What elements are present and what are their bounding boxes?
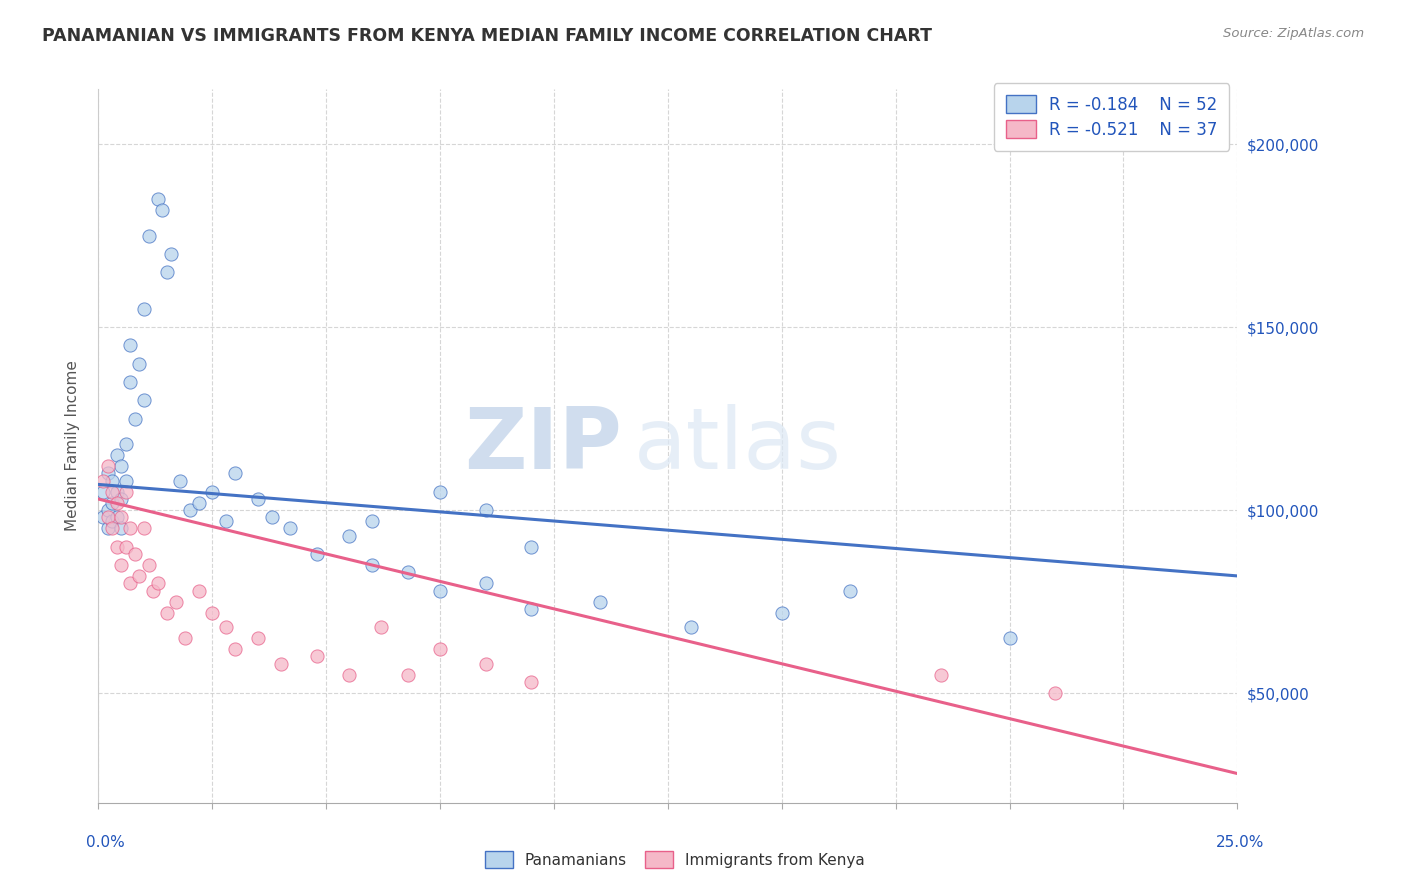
- Point: [101, 474, 124, 488]
- Point: [156, 606, 179, 620]
- Point: [114, 484, 136, 499]
- Point: [360, 514, 382, 528]
- Point: [337, 667, 360, 681]
- Point: [128, 357, 150, 371]
- Point: [169, 474, 191, 488]
- Point: [91, 510, 114, 524]
- Point: [114, 540, 136, 554]
- Point: [839, 583, 862, 598]
- Point: [520, 540, 543, 554]
- Point: [110, 521, 132, 535]
- Point: [429, 583, 451, 598]
- Point: [679, 620, 702, 634]
- Point: [91, 474, 114, 488]
- Point: [429, 642, 451, 657]
- Point: [246, 631, 269, 645]
- Point: [307, 649, 329, 664]
- Point: [146, 576, 169, 591]
- Point: [160, 247, 183, 261]
- Point: [429, 484, 451, 499]
- Point: [278, 521, 301, 535]
- Point: [114, 437, 136, 451]
- Point: [215, 514, 238, 528]
- Point: [105, 496, 128, 510]
- Point: [120, 521, 142, 535]
- Point: [105, 484, 128, 499]
- Point: [520, 602, 543, 616]
- Point: [396, 667, 419, 681]
- Point: [156, 265, 179, 279]
- Point: [520, 675, 543, 690]
- Point: [165, 594, 187, 608]
- Text: Source: ZipAtlas.com: Source: ZipAtlas.com: [1223, 27, 1364, 40]
- Point: [929, 667, 952, 681]
- Point: [96, 459, 118, 474]
- Point: [96, 467, 118, 481]
- Point: [1043, 686, 1066, 700]
- Point: [370, 620, 392, 634]
- Text: 0.0%: 0.0%: [86, 836, 125, 850]
- Point: [260, 510, 283, 524]
- Point: [96, 510, 118, 524]
- Point: [101, 484, 124, 499]
- Point: [179, 503, 201, 517]
- Y-axis label: Median Family Income: Median Family Income: [65, 360, 80, 532]
- Point: [224, 467, 246, 481]
- Point: [105, 448, 128, 462]
- Point: [215, 620, 238, 634]
- Point: [96, 521, 118, 535]
- Point: [474, 576, 496, 591]
- Point: [201, 606, 224, 620]
- Point: [150, 202, 173, 217]
- Point: [96, 503, 118, 517]
- Point: [101, 521, 124, 535]
- Point: [132, 393, 155, 408]
- Text: atlas: atlas: [634, 404, 842, 488]
- Point: [474, 657, 496, 671]
- Legend: Panamanians, Immigrants from Kenya: Panamanians, Immigrants from Kenya: [478, 844, 872, 875]
- Point: [270, 657, 292, 671]
- Point: [998, 631, 1021, 645]
- Point: [124, 411, 146, 425]
- Point: [337, 529, 360, 543]
- Point: [224, 642, 246, 657]
- Point: [110, 510, 132, 524]
- Point: [142, 583, 165, 598]
- Point: [187, 496, 209, 510]
- Point: [396, 566, 419, 580]
- Point: [132, 301, 155, 316]
- Point: [132, 521, 155, 535]
- Point: [474, 503, 496, 517]
- Legend: R = -0.184    N = 52, R = -0.521    N = 37: R = -0.184 N = 52, R = -0.521 N = 37: [994, 83, 1229, 151]
- Point: [105, 510, 128, 524]
- Point: [146, 192, 169, 206]
- Point: [110, 558, 132, 572]
- Point: [91, 484, 114, 499]
- Point: [114, 474, 136, 488]
- Point: [110, 459, 132, 474]
- Point: [770, 606, 793, 620]
- Point: [307, 547, 329, 561]
- Point: [174, 631, 197, 645]
- Point: [201, 484, 224, 499]
- Point: [187, 583, 209, 598]
- Text: 25.0%: 25.0%: [1216, 836, 1264, 850]
- Point: [588, 594, 610, 608]
- Point: [138, 228, 160, 243]
- Point: [360, 558, 382, 572]
- Text: PANAMANIAN VS IMMIGRANTS FROM KENYA MEDIAN FAMILY INCOME CORRELATION CHART: PANAMANIAN VS IMMIGRANTS FROM KENYA MEDI…: [42, 27, 932, 45]
- Text: ZIP: ZIP: [464, 404, 623, 488]
- Point: [138, 558, 160, 572]
- Point: [105, 540, 128, 554]
- Point: [124, 547, 146, 561]
- Point: [128, 569, 150, 583]
- Point: [101, 514, 124, 528]
- Point: [110, 491, 132, 506]
- Point: [246, 491, 269, 506]
- Point: [120, 576, 142, 591]
- Point: [120, 375, 142, 389]
- Point: [101, 496, 124, 510]
- Point: [120, 338, 142, 352]
